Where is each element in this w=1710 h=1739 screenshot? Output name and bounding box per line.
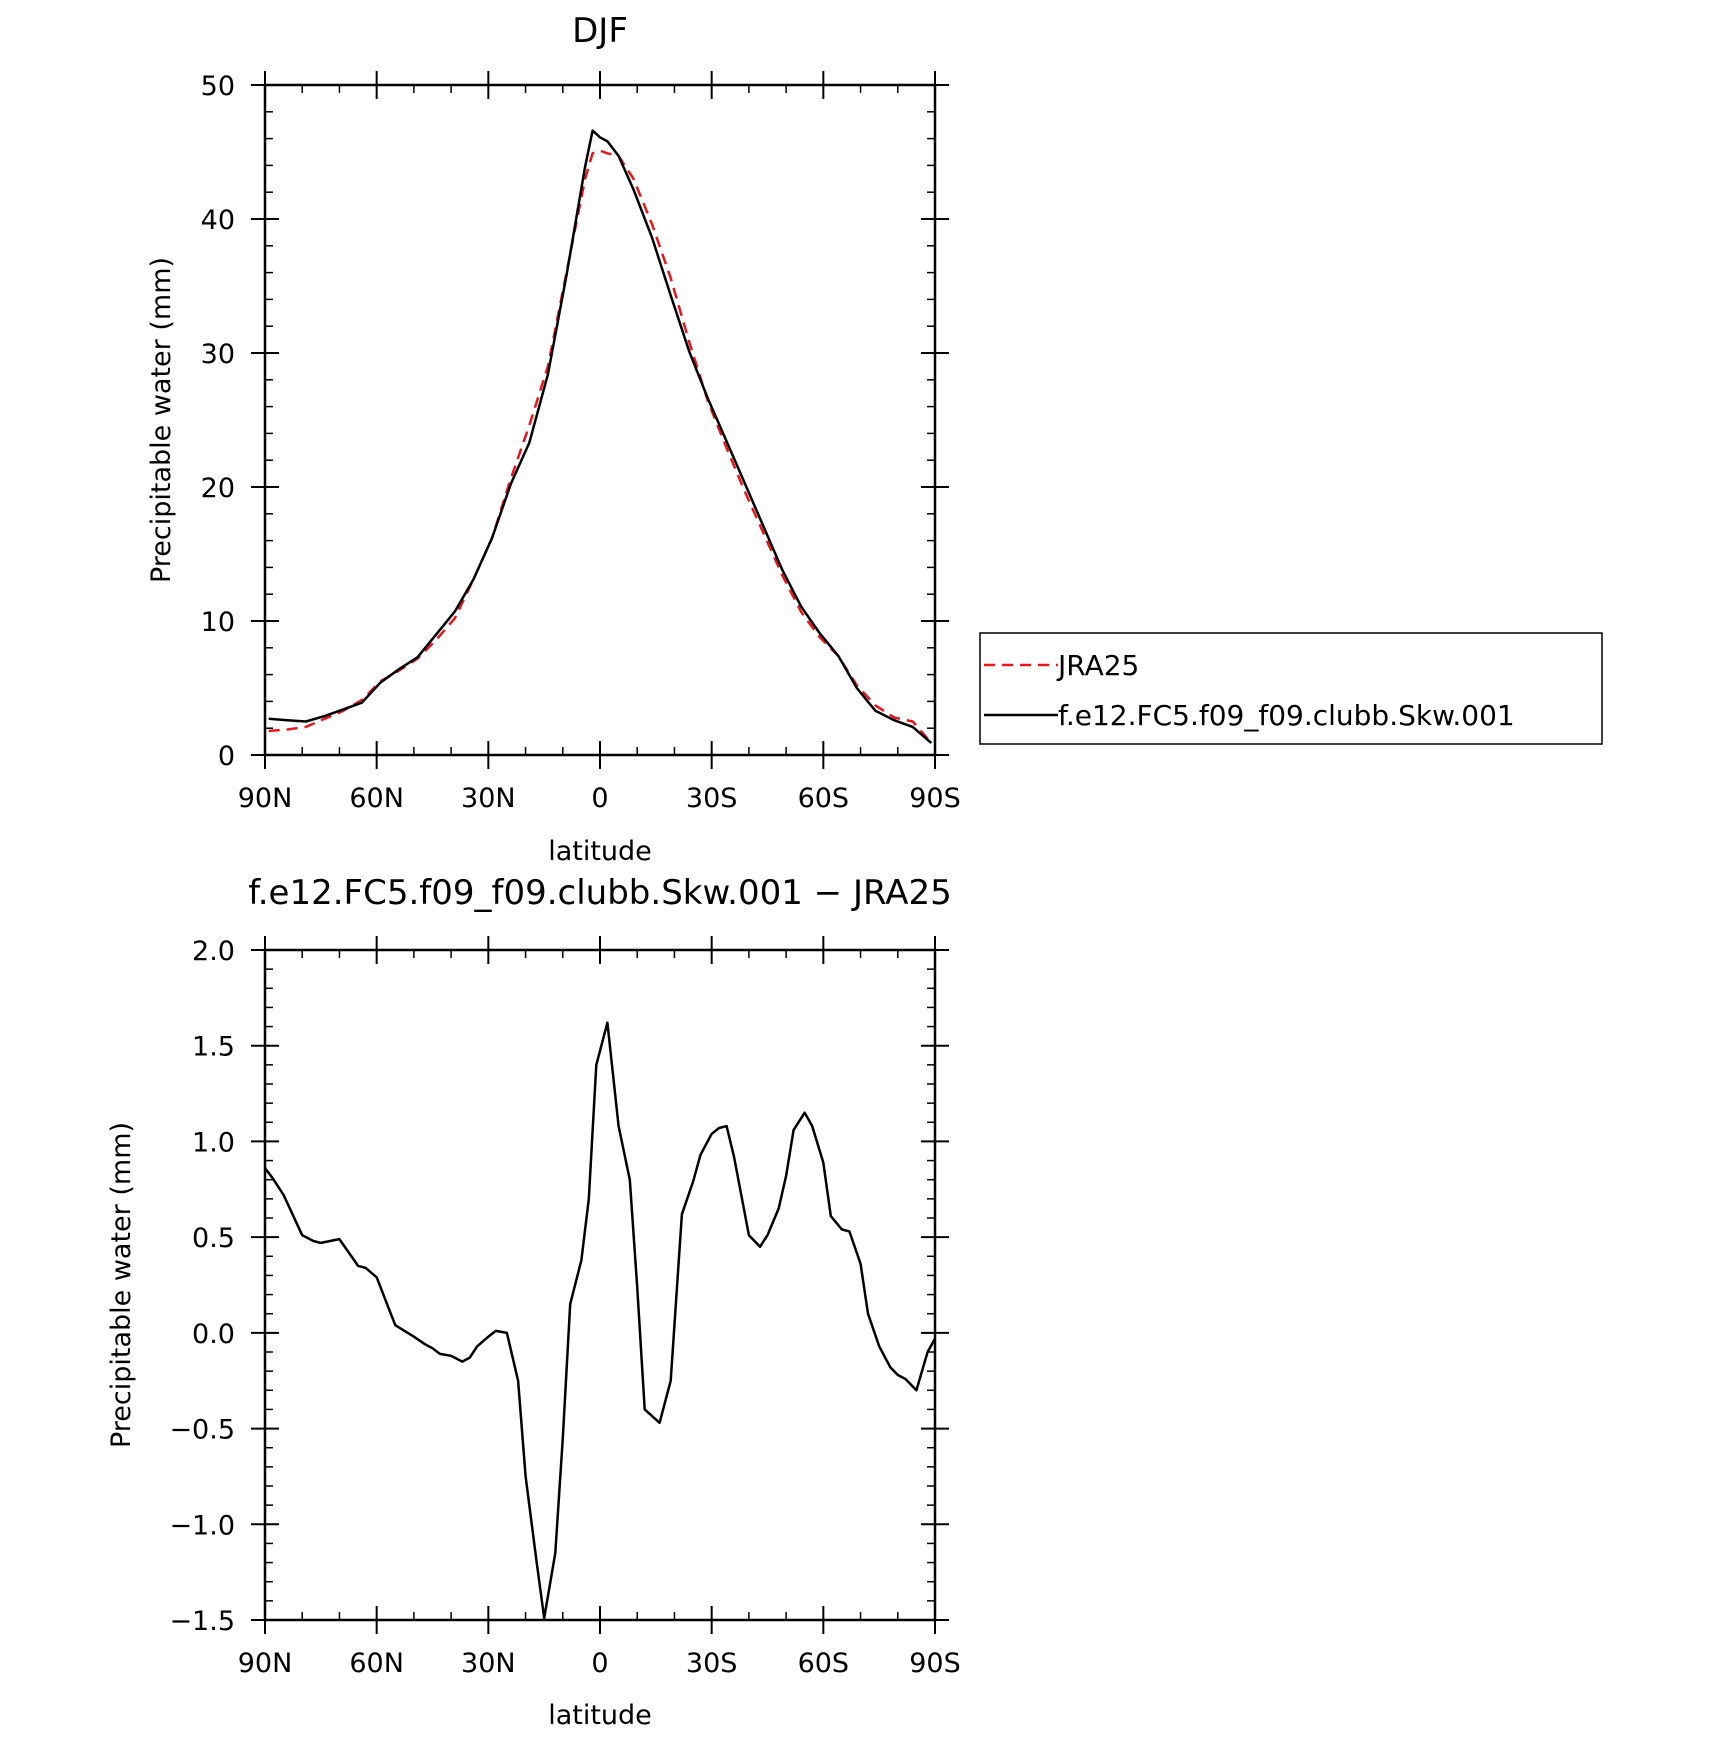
x-tick-label: 60N (349, 783, 404, 814)
y-tick-label: −0.5 (169, 1415, 235, 1446)
x-tick-label: 30N (461, 783, 516, 814)
x-tick-label: 30S (686, 783, 738, 814)
chart-title: DJF (572, 11, 628, 51)
x-tick-label: 60S (798, 1648, 850, 1679)
tick-marks (251, 936, 949, 1634)
x-axis-title: latitude (548, 1700, 652, 1731)
y-tick-label: 1.0 (192, 1127, 235, 1158)
y-tick-label: 1.5 (192, 1032, 235, 1063)
x-tick-label: 0 (591, 1648, 608, 1679)
y-tick-label: 2.0 (192, 936, 235, 967)
y-tick-label: −1.5 (169, 1606, 235, 1637)
legend-box (979, 632, 1603, 745)
x-tick-label: 90S (909, 783, 961, 814)
x-tick-label: 90N (238, 783, 293, 814)
y-tick-labels: 0 10 20 30 40 50 (201, 71, 235, 772)
series-line-model (268, 129, 933, 744)
y-tick-label: −1.0 (169, 1510, 235, 1541)
x-tick-label: 90S (909, 1648, 961, 1679)
legend: JRA25 f.e12.FC5.f09_f09.clubb.Skw.001 (979, 632, 1603, 745)
series-line-jra25 (268, 149, 933, 744)
series-line-model (264, 1021, 937, 1620)
x-tick-labels: 90N 60N 30N 0 30S 60S 90S (238, 783, 961, 814)
y-tick-label: 30 (201, 339, 235, 370)
panel-djf: DJF 90N 60N 30N 0 30S 60S 90S 0 10 20 30 40 50 lati… (146, 11, 1603, 867)
x-tick-label: 30S (686, 1648, 738, 1679)
panel-difference: f.e12.FC5.f09_f09.clubb.Skw.001 − JRA25 … (106, 873, 961, 1731)
series-layer (264, 1021, 937, 1620)
y-tick-labels: −1.5 −1.0 −0.5 0.0 0.5 1.0 1.5 2.0 (169, 936, 235, 1637)
y-tick-label: 0.0 (192, 1319, 235, 1350)
y-tick-label: 0 (218, 741, 235, 772)
y-tick-label: 50 (201, 71, 235, 102)
plot-frame (263, 948, 937, 1622)
x-tick-label: 60N (349, 1648, 404, 1679)
y-tick-label: 0.5 (192, 1223, 235, 1254)
y-tick-label: 20 (201, 473, 235, 504)
plot-frame (263, 83, 937, 757)
x-tick-label: 90N (238, 1648, 293, 1679)
x-tick-label: 0 (591, 783, 608, 814)
legend-label-jra25: JRA25 (1056, 649, 1139, 682)
chart-title: f.e12.FC5.f09_f09.clubb.Skw.001 − JRA25 (248, 873, 952, 913)
x-tick-labels: 90N 60N 30N 0 30S 60S 90S (238, 1648, 961, 1679)
series-layer (268, 129, 933, 744)
y-tick-label: 40 (201, 205, 235, 236)
x-axis-title: latitude (548, 836, 652, 867)
legend-label-model: f.e12.FC5.f09_f09.clubb.Skw.001 (1058, 699, 1515, 732)
y-tick-label: 10 (201, 607, 235, 638)
y-axis-title: Precipitable water (mm) (146, 257, 177, 583)
x-tick-label: 30N (461, 1648, 516, 1679)
y-axis-title: Precipitable water (mm) (106, 1122, 137, 1448)
x-tick-label: 60S (798, 783, 850, 814)
